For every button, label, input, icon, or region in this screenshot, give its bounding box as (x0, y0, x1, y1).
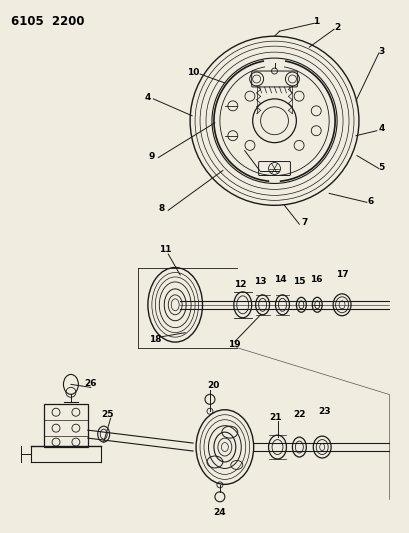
Text: 6105  2200: 6105 2200 (11, 15, 85, 28)
Text: 17: 17 (335, 270, 348, 279)
Text: 25: 25 (101, 410, 114, 419)
Text: 4: 4 (378, 124, 384, 133)
Text: 6: 6 (367, 197, 373, 206)
Text: 15: 15 (292, 277, 305, 286)
Text: 1: 1 (312, 17, 319, 26)
Text: 12: 12 (234, 280, 246, 289)
Text: 22: 22 (292, 410, 305, 419)
Text: 20: 20 (206, 381, 218, 390)
Text: 18: 18 (149, 335, 161, 344)
Text: 23: 23 (317, 407, 330, 416)
Text: 5: 5 (378, 163, 384, 172)
Text: 24: 24 (213, 508, 226, 517)
Text: 21: 21 (269, 413, 281, 422)
Text: 13: 13 (254, 277, 266, 286)
Text: 16: 16 (309, 276, 322, 285)
Text: 4: 4 (144, 93, 150, 102)
Text: 3: 3 (378, 46, 384, 55)
Text: 11: 11 (159, 245, 171, 254)
Text: 10: 10 (187, 68, 199, 77)
Text: 19: 19 (228, 340, 240, 349)
Text: 2: 2 (333, 23, 339, 32)
Text: 9: 9 (148, 152, 154, 161)
Text: 8: 8 (158, 204, 164, 213)
Text: 14: 14 (274, 276, 286, 285)
Text: 26: 26 (84, 379, 97, 388)
Text: 7: 7 (300, 218, 307, 227)
